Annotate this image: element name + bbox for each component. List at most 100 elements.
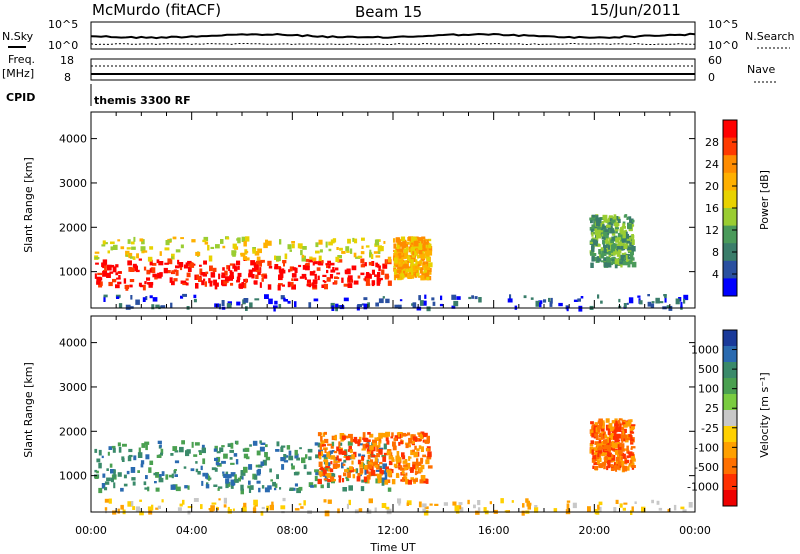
echo-cell: [330, 445, 334, 449]
echo-cell: [428, 262, 433, 268]
echo-cell: [387, 474, 391, 477]
colorbar-tick-label: 20: [705, 180, 719, 193]
echo-cell: [324, 283, 328, 290]
echo-cell: [396, 269, 401, 273]
echo-cell: [202, 472, 206, 477]
echo-cell: [98, 281, 103, 286]
echo-cell: [138, 282, 142, 287]
echo-cell: [193, 298, 197, 303]
echo-cell: [371, 261, 375, 266]
echo-cell: [221, 460, 226, 464]
echo-cell: [621, 238, 626, 243]
echo-cell: [626, 237, 630, 243]
echo-cell: [412, 302, 417, 308]
echo-cell: [322, 454, 327, 458]
echo-cell: [378, 447, 384, 450]
echo-cell: [155, 507, 159, 510]
echo-cell: [360, 258, 365, 264]
echo-cell: [420, 464, 425, 470]
echo-cell: [619, 503, 623, 508]
colorbar-swatch: [723, 137, 737, 156]
echo-cell: [361, 479, 365, 483]
y-tick-label: 4000: [59, 337, 87, 350]
echo-cell: [621, 438, 624, 443]
echo-cell: [397, 498, 402, 504]
echo-cell: [406, 502, 409, 506]
echo-cell: [218, 303, 221, 310]
echo-cell: [427, 238, 432, 242]
power-colorbar: 28 24 20 16 12 8 4: [705, 119, 738, 297]
echo-cell: [323, 431, 327, 435]
echo-cell: [384, 273, 389, 280]
echo-cell: [631, 425, 635, 430]
echo-cell: [214, 467, 218, 472]
echo-cell: [416, 249, 419, 253]
echo-cell: [155, 487, 160, 492]
echo-cell: [103, 296, 106, 302]
echo-cell: [631, 506, 634, 512]
echo-cell: [381, 477, 386, 483]
echo-cell: [347, 441, 353, 446]
echo-cell: [226, 303, 232, 308]
echo-cell: [103, 294, 108, 298]
echo-cell: [610, 459, 613, 463]
echo-cell: [167, 270, 171, 274]
echo-cell: [191, 441, 194, 448]
colorbar-swatch: [723, 474, 737, 491]
echo-cell: [158, 477, 164, 483]
echo-cell: [174, 474, 178, 477]
echo-cell: [622, 465, 628, 472]
echo-cell: [404, 251, 408, 256]
echo-cell: [149, 246, 154, 250]
colorbar-swatch: [723, 458, 737, 475]
echo-cell: [398, 249, 404, 254]
echo-cell: [263, 275, 268, 279]
echo-cell: [294, 301, 297, 308]
nsky-label: N.Sky: [2, 30, 34, 43]
echo-cell: [212, 267, 217, 272]
echo-cell: [375, 255, 381, 258]
echo-cell: [255, 269, 261, 273]
echo-cell: [273, 305, 276, 312]
echo-cell: [107, 451, 110, 456]
echo-cell: [395, 251, 400, 255]
echo-cell: [355, 468, 359, 474]
echo-cell: [474, 296, 478, 300]
echo-cell: [182, 499, 185, 505]
echo-cell: [266, 240, 272, 246]
echo-cell: [195, 283, 199, 289]
echo-cell: [272, 481, 276, 487]
echo-cell: [600, 253, 605, 259]
echo-cell: [631, 234, 634, 240]
echo-cell: [383, 241, 386, 244]
echo-cell: [141, 239, 145, 245]
echo-cell: [303, 464, 307, 470]
echo-cell: [376, 263, 380, 267]
echo-cell: [419, 479, 424, 484]
echo-cell: [363, 297, 368, 301]
echo-cell: [618, 298, 621, 303]
echo-cell: [443, 502, 448, 506]
echo-cell: [250, 485, 254, 490]
echo-cell: [198, 450, 202, 453]
echo-cell: [528, 502, 532, 506]
echo-cell: [250, 260, 256, 266]
echo-cell: [347, 283, 353, 288]
echo-cell: [234, 250, 237, 253]
echo-cell: [616, 246, 621, 252]
echo-cell: [595, 217, 600, 223]
echo-cell: [419, 253, 422, 258]
echo-cell: [327, 260, 331, 264]
echo-cell: [274, 488, 277, 491]
echo-cell: [597, 294, 600, 299]
echo-cell: [325, 263, 330, 266]
echo-cell: [362, 432, 366, 438]
echo-cell: [619, 443, 625, 447]
echo-cell: [396, 472, 399, 477]
echo-cell: [182, 282, 187, 286]
echo-cell: [372, 445, 376, 452]
echo-cell: [423, 432, 428, 438]
echo-cell: [237, 272, 242, 277]
echo-cell: [232, 243, 237, 249]
nsky-tick-bottom: 10^0: [48, 39, 78, 52]
